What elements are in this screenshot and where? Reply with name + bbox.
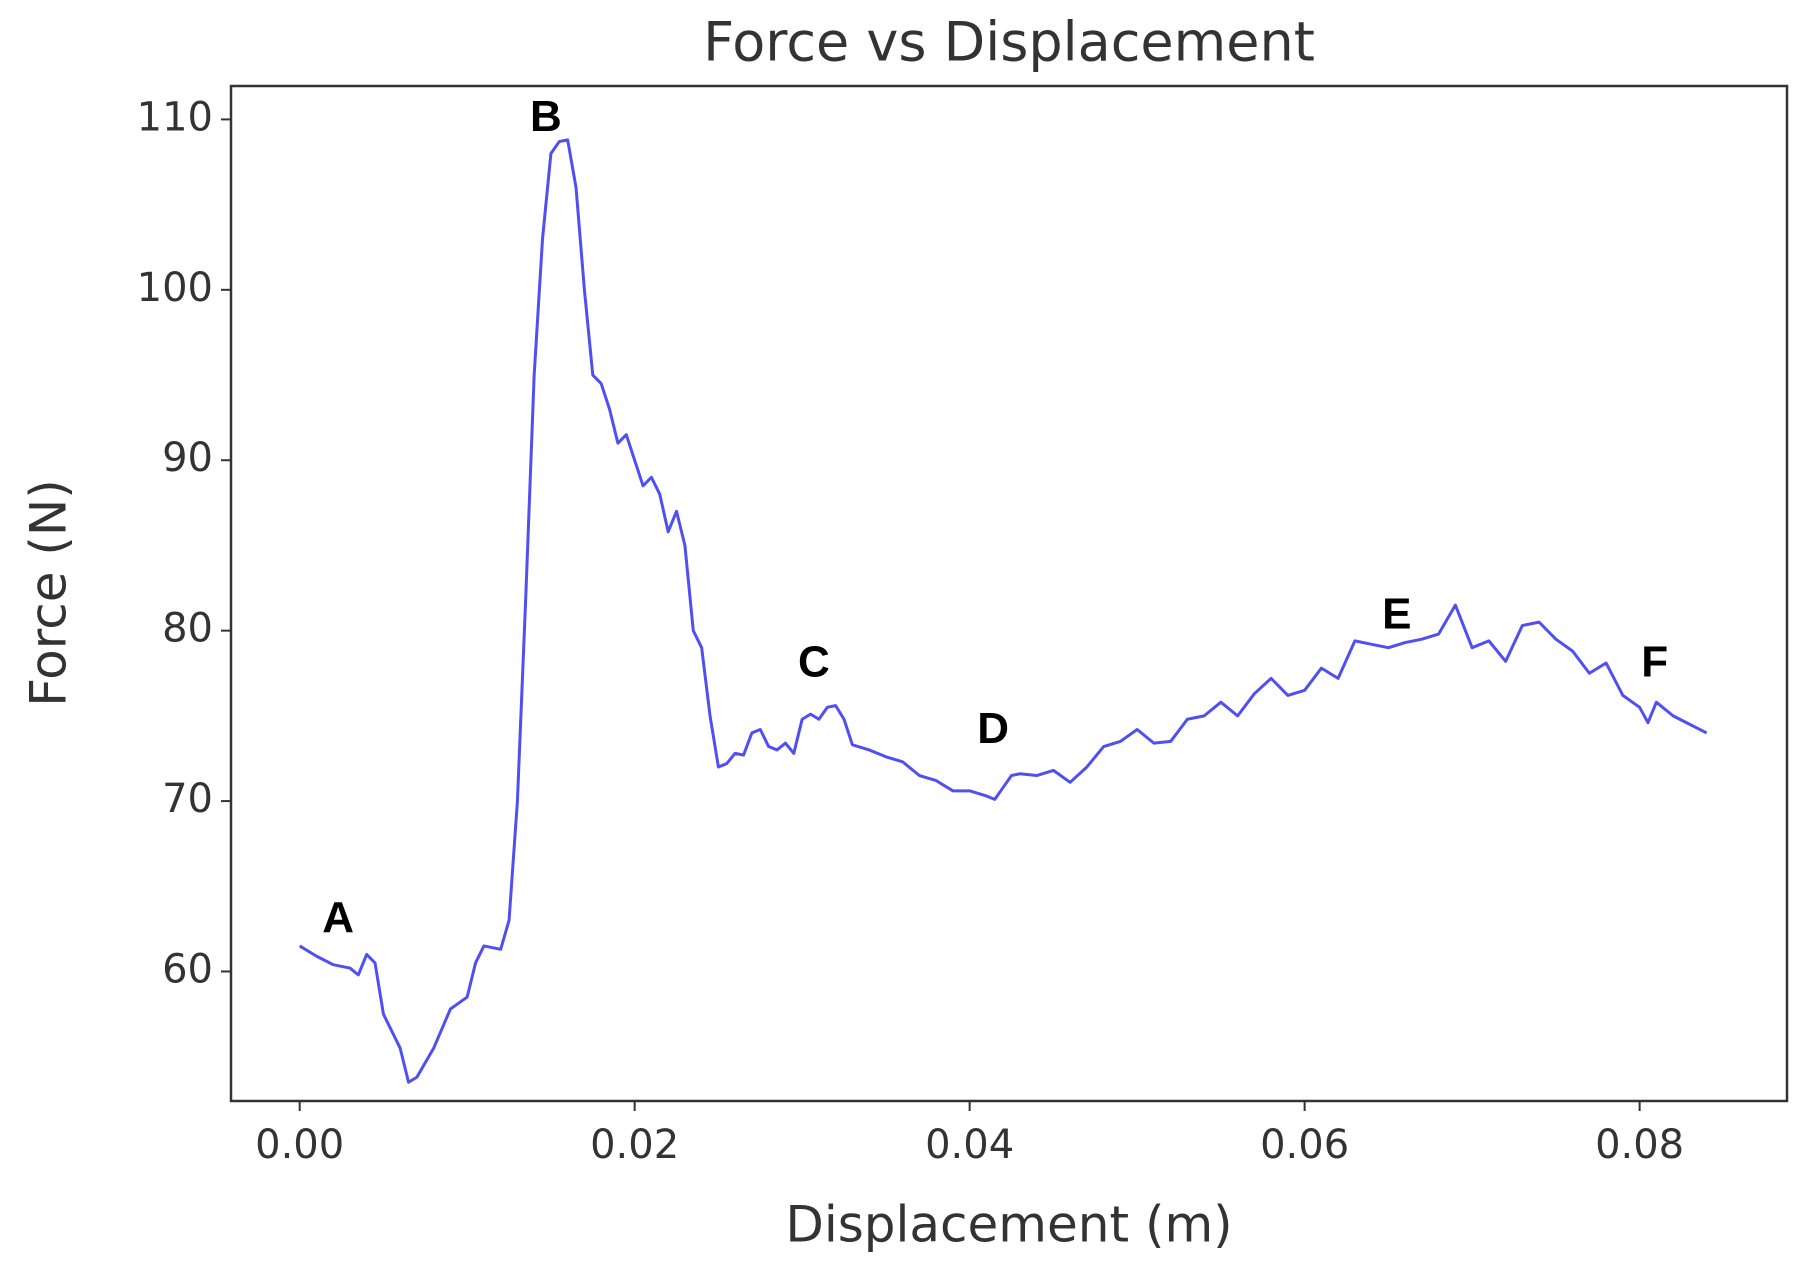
annotation: C [798, 637, 830, 686]
x-tick-label: 0.06 [1260, 1122, 1349, 1168]
annotation: B [530, 92, 562, 141]
y-tick-label: 70 [162, 776, 213, 822]
x-tick-label: 0.08 [1595, 1122, 1684, 1168]
x-tick-label: 0.04 [925, 1122, 1014, 1168]
annotation: A [322, 893, 354, 942]
chart-title: Force vs Displacement [703, 11, 1315, 74]
y-tick-label: 110 [137, 94, 213, 140]
annotation: F [1641, 637, 1668, 686]
y-tick-label: 100 [137, 265, 213, 311]
y-tick-label: 80 [162, 606, 213, 652]
plot-frame [229, 84, 1789, 1103]
annotation: E [1382, 590, 1411, 639]
x-tick-label: 0.02 [590, 1122, 679, 1168]
y-axis-label: Force (N) [20, 479, 78, 707]
x-axis-label: Displacement (m) [785, 1196, 1232, 1254]
annotation: D [977, 704, 1009, 753]
y-tick-label: 90 [162, 435, 213, 481]
data-line [298, 138, 1708, 1084]
y-tick-label: 60 [162, 946, 213, 992]
x-tick-label: 0.00 [255, 1122, 344, 1168]
